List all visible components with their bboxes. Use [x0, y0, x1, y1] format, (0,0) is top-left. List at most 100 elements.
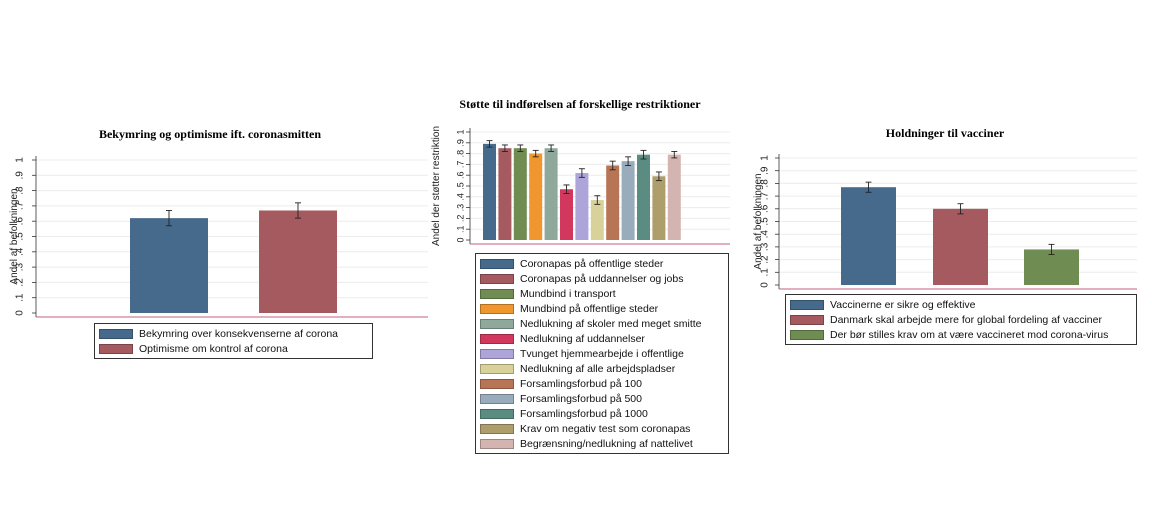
legend-label: Danmark skal arbejde mere for global for…: [830, 313, 1102, 326]
legend-swatch: [790, 299, 824, 310]
y-axis-label: Andel der støtter restriktion: [431, 126, 442, 246]
legend-swatch: [480, 408, 514, 419]
legend-item: Mundbind på offentlige steder: [480, 301, 724, 316]
legend-swatch: [480, 378, 514, 389]
y-tick-label: .5: [455, 182, 465, 190]
chart-title: Bekymring og optimisme ift. coronasmitte…: [98, 127, 322, 141]
chart-plot-2: 0 .1 .2 .3 .4 .5 .6 .7 .8 .9 1 Andel der støtter re…: [431, 126, 730, 246]
bar: [130, 218, 208, 313]
legend-label: Coronapas på uddannelser og jobs: [520, 272, 684, 285]
legend-swatch: [480, 288, 514, 299]
legend-item: Nedlukning af skoler med meget smitte: [480, 316, 724, 331]
legend-swatch: [480, 363, 514, 374]
y-tick-label: .2: [15, 278, 26, 287]
y-tick-label: .4: [760, 230, 771, 239]
y-tick-label: .9: [760, 166, 771, 175]
legend-item: Bekymring over konsekvenserne af corona: [99, 326, 368, 341]
legend-item: Begrænsning/nedlukning af nattelivet: [480, 436, 724, 451]
legend-label: Krav om negativ test som coronapas: [520, 422, 691, 435]
y-tick-label: .6: [15, 217, 26, 226]
bar: [513, 148, 527, 240]
legend-swatch: [480, 303, 514, 314]
y-tick-label: .1: [15, 293, 26, 302]
bar: [575, 173, 589, 240]
legend-swatch: [480, 258, 514, 269]
legend-label: Mundbind i transport: [520, 287, 616, 300]
legend-swatch: [480, 393, 514, 404]
legend-item: Krav om negativ test som coronapas: [480, 421, 724, 436]
y-tick-label: 1: [455, 129, 465, 134]
legend-swatch: [99, 328, 133, 339]
legend-label: Coronapas på offentlige steder: [520, 257, 664, 270]
legend-label: Nedlukning af uddannelser: [520, 332, 645, 345]
y-tick-label: .5: [15, 232, 26, 241]
bar: [544, 148, 558, 240]
legend-label: Mundbind på offentlige steder: [520, 302, 659, 315]
legend-label: Der bør stilles krav om at være vacciner…: [830, 328, 1109, 341]
legend-item: Forsamlingsforbud på 100: [480, 376, 724, 391]
legend-swatch: [480, 438, 514, 449]
chart-plot-3: 0 .1 .2 .3 .4 .5 .6 .7 .8 .9 1 Andel af befolkninge…: [753, 154, 1137, 290]
bar: [483, 143, 496, 240]
y-tick-label: .7: [15, 201, 26, 210]
bar: [652, 176, 666, 240]
bar: [1024, 249, 1079, 285]
legend-label: Begrænsning/nedlukning af nattelivet: [520, 437, 693, 450]
legend-item: Coronapas på uddannelser og jobs: [480, 271, 724, 286]
y-tick-label: .8: [455, 150, 465, 158]
y-tick-label: .6: [760, 204, 771, 213]
legend-item: Danmark skal arbejde mere for global for…: [790, 312, 1132, 327]
legend-item: Coronapas på offentlige steder: [480, 256, 724, 271]
legend-item: Nedlukning af uddannelser: [480, 331, 724, 346]
chart-title: Holdninger til vacciner: [885, 126, 1005, 140]
bar: [637, 154, 650, 240]
legend-swatch: [480, 318, 514, 329]
legend-label: Nedlukning af skoler med meget smitte: [520, 317, 702, 330]
legend-item: Optimisme om kontrol af corona: [99, 341, 368, 356]
bar: [529, 153, 543, 240]
legend-label: Optimisme om kontrol af corona: [139, 342, 288, 355]
legend-label: Vaccinerne er sikre og effektive: [830, 298, 976, 311]
legend-item: Forsamlingsforbud på 1000: [480, 406, 724, 421]
legend-swatch: [480, 333, 514, 344]
bar: [606, 165, 620, 240]
y-tick-label: 1: [760, 155, 771, 161]
legend-label: Forsamlingsforbud på 100: [520, 377, 642, 390]
legend-item: Der bør stilles krav om at være vacciner…: [790, 327, 1132, 342]
bar: [667, 154, 681, 240]
chart-title: Støtte til indførelsen af forskellige re…: [459, 97, 701, 111]
bar: [560, 189, 573, 240]
legend-label: Bekymring over konsekvenserne af corona: [139, 327, 339, 340]
legend-label: Tvunget hjemmearbejde i offentlige: [520, 347, 684, 360]
y-tick-label: .9: [15, 171, 26, 180]
y-tick-label: .5: [760, 217, 771, 226]
y-tick-label: .4: [455, 193, 465, 201]
legend-swatch: [790, 329, 824, 340]
bar: [590, 200, 604, 240]
legend-item: Nedlukning af alle arbejdspladser: [480, 361, 724, 376]
y-tick-label: .6: [455, 171, 465, 179]
chart-legend-3: Vaccinerne er sikre og effektive Danmark …: [785, 294, 1137, 345]
legend-swatch: [99, 343, 133, 354]
y-tick-label: .1: [455, 225, 465, 233]
bar: [841, 187, 896, 285]
legend-item: Mundbind i transport: [480, 286, 724, 301]
legend-swatch: [480, 273, 514, 284]
y-axis-label: Andel af befolkningen: [9, 188, 20, 284]
legend-item: Vaccinerne er sikre og effektive: [790, 297, 1132, 312]
legend-label: Forsamlingsforbud på 1000: [520, 407, 648, 420]
y-tick-label: .7: [760, 191, 771, 200]
y-tick-label: 0: [760, 282, 771, 288]
y-tick-label: .1: [760, 268, 771, 277]
y-tick-label: .8: [760, 179, 771, 188]
legend-swatch: [480, 423, 514, 434]
bar: [259, 210, 337, 313]
bar: [933, 208, 988, 285]
y-axis-label: Andel af befolkningen: [753, 173, 764, 269]
bar: [621, 161, 635, 240]
y-tick-label: .7: [455, 161, 465, 169]
y-tick-label: .8: [15, 186, 26, 195]
legend-label: Forsamlingsforbud på 500: [520, 392, 642, 405]
y-tick-label: 1: [15, 157, 26, 163]
bar: [498, 148, 512, 240]
